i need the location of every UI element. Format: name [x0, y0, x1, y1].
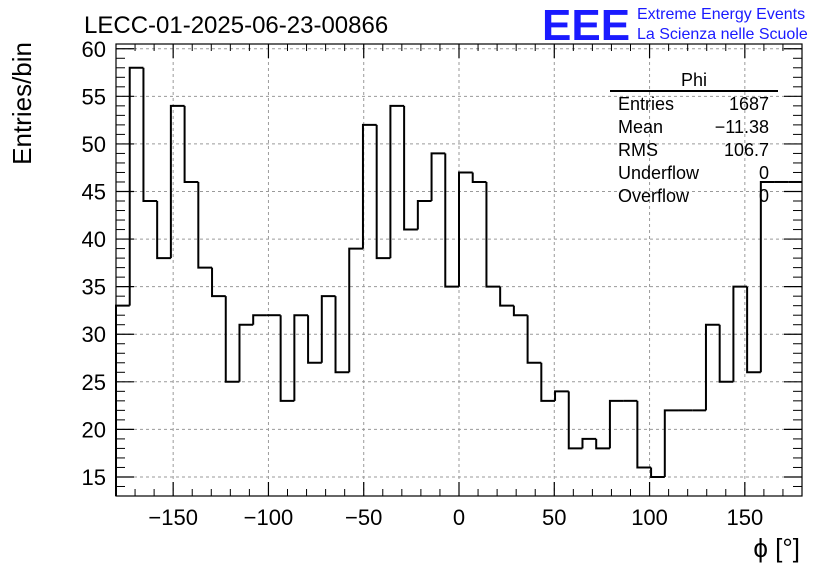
y-tick-label: 30 [82, 322, 106, 347]
histogram-bin [197, 181, 213, 269]
stats-box: Phi Entries 1687 Mean −11.38 RMS 106.7 Underfl… [610, 70, 778, 206]
histogram-series [115, 66, 802, 496]
histogram-bin [458, 171, 473, 287]
x-tick-labels: −150 −100 −50 0 50 100 150 [148, 505, 763, 530]
histogram-bin [746, 286, 761, 374]
histogram-bin [293, 314, 309, 401]
histogram-bin [636, 400, 652, 469]
histogram-bin [183, 105, 199, 183]
histogram-bin [499, 286, 514, 307]
histogram-bin [128, 66, 144, 306]
histogram-bin [471, 172, 487, 183]
logo-mark: EEE [542, 1, 630, 50]
histogram-bin [416, 200, 432, 230]
stats-row-label: Mean [618, 117, 663, 137]
x-tick-label: 150 [726, 505, 763, 530]
histogram-bin [334, 296, 350, 374]
histogram-bin [759, 180, 775, 373]
histogram-bin [224, 296, 240, 383]
histogram-bin [430, 152, 446, 202]
y-tick-label: 50 [82, 132, 106, 157]
x-axis-label: ϕ [°] [753, 533, 800, 563]
histogram-bin [554, 390, 569, 401]
stats-row-value: −11.38 [715, 117, 769, 137]
x-tick-label: −100 [244, 505, 294, 530]
y-tick-labels: 15 20 25 30 35 40 45 50 55 60 [82, 37, 106, 490]
histogram-bin [718, 324, 734, 383]
histogram-bin [169, 104, 185, 259]
eee-logo: EEE Extreme Energy Events La Scienza nel… [542, 1, 808, 50]
x-tick-label: −50 [345, 505, 382, 530]
stats-title: Phi [681, 70, 707, 90]
histogram-bin [403, 105, 418, 231]
x-tick-label: 100 [631, 505, 668, 530]
y-tick-label: 25 [82, 370, 106, 395]
histogram-bin [156, 201, 171, 260]
histogram-bin [211, 267, 226, 298]
logo-line-2: La Scienza nelle Scuole [637, 26, 808, 43]
histogram-bin [650, 467, 665, 478]
stats-row-value: 106.7 [724, 140, 769, 160]
y-tick-label: 60 [82, 37, 106, 62]
y-axis-label: Entries/bin [7, 42, 37, 165]
histogram-bin [581, 437, 597, 449]
stats-row-value: 0 [759, 186, 769, 206]
histogram-bin [375, 124, 391, 260]
histogram-bin [663, 409, 679, 477]
histogram-bin [512, 305, 528, 317]
histogram-bin [279, 315, 295, 402]
y-tick-label: 20 [82, 417, 106, 442]
histogram-bin [142, 67, 158, 203]
histogram-bin [540, 362, 556, 402]
stats-rows: Entries 1687 Mean −11.38 RMS 106.7 Underflow 0 O… [618, 94, 769, 206]
histogram-bin [238, 323, 254, 382]
histogram-bin [732, 285, 748, 382]
histogram-bin [348, 247, 363, 373]
histogram-bin [526, 315, 542, 364]
stats-row-value: 0 [759, 163, 769, 183]
stats-row-label: Overflow [618, 186, 690, 206]
logo-line-1: Extreme Energy Events [637, 6, 805, 23]
histogram-bin [361, 123, 377, 249]
histogram-bin [252, 314, 267, 325]
y-tick-label: 45 [82, 179, 106, 204]
histogram-bin [444, 153, 459, 288]
x-tick-label: −150 [148, 505, 198, 530]
stats-row-label: Entries [618, 94, 674, 114]
axis-ticks [116, 44, 802, 497]
chart-title: LECC-01-2025-06-23-00866 [84, 12, 388, 39]
stats-row-label: Underflow [618, 163, 700, 183]
histogram-bin [595, 438, 610, 450]
y-tick-label: 35 [82, 275, 106, 300]
histogram-bin [485, 181, 501, 288]
histogram-bin [704, 323, 720, 411]
x-tick-label: 50 [542, 505, 566, 530]
histogram-bin [567, 391, 583, 450]
stats-row-value: 1687 [729, 94, 769, 114]
y-tick-label: 15 [82, 465, 106, 490]
histogram-bin [608, 399, 624, 449]
histogram-bin [389, 104, 405, 259]
histogram-bin [320, 295, 336, 363]
stats-row-label: RMS [618, 140, 658, 160]
y-tick-label: 55 [82, 84, 106, 109]
x-tick-label: 0 [453, 505, 465, 530]
y-tick-label: 40 [82, 227, 106, 252]
histogram-bin [307, 315, 322, 364]
